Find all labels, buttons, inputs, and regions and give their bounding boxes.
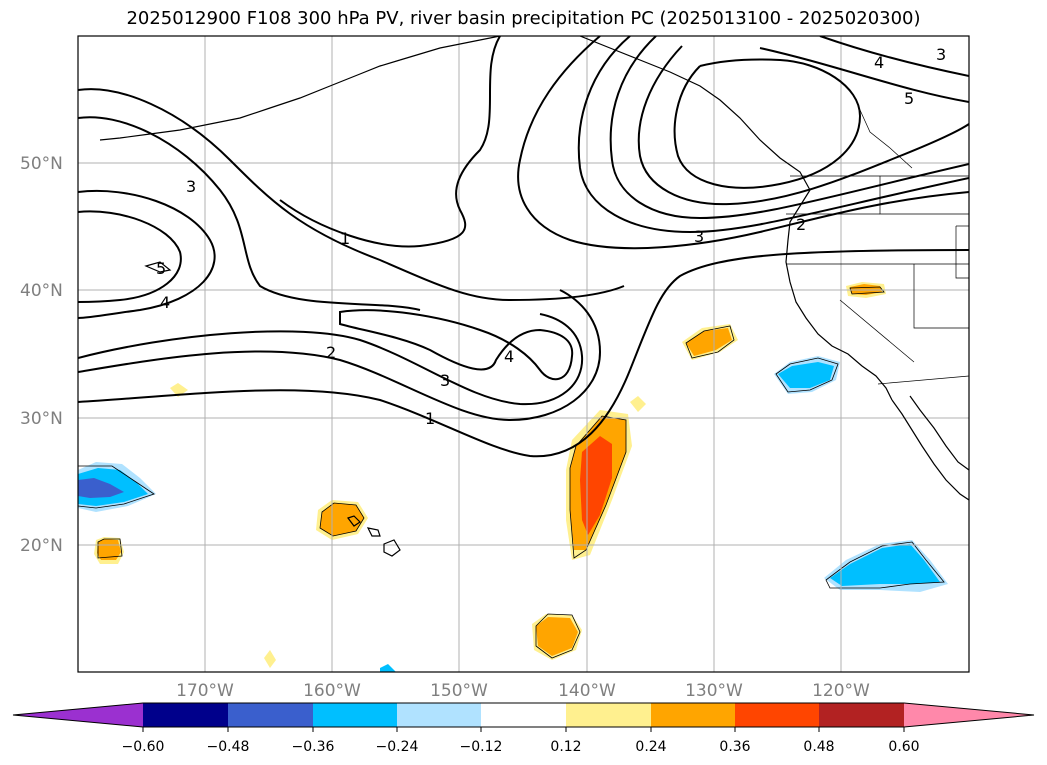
contour-label: 3 [936, 45, 946, 64]
lon-label: 170°W [176, 681, 234, 701]
contour-label: 4 [874, 53, 884, 72]
pv-contour-1 [78, 249, 969, 458]
colorbar-tick-label: −0.60 [122, 739, 165, 755]
map-title: 2025012900 F108 300 hPa PV, river basin … [126, 8, 921, 29]
alaska-panhandle-coast [579, 36, 811, 191]
colorbar-tick-label: −0.48 [207, 739, 250, 755]
colorbar-segment [819, 703, 904, 727]
contour-label: 3 [186, 177, 196, 196]
colorbar-segment [651, 703, 735, 727]
lon-label: 120°W [812, 681, 870, 701]
contour-label: 4 [504, 347, 514, 366]
contour-label: 5 [156, 259, 166, 278]
lat-label: 20°N [20, 536, 63, 556]
colorbar-tick-label: −0.24 [376, 739, 419, 755]
contour-label: 2 [326, 343, 336, 362]
lat-label: 30°N [20, 409, 63, 429]
colorbar-tick-label: 0.48 [803, 739, 834, 755]
contour-label: 3 [694, 227, 704, 246]
pv-contour-ridge-3 [609, 36, 969, 220]
pv-contour-ridge-5 [673, 58, 862, 189]
pv-contour-3 [78, 313, 584, 406]
pv-contour-ridge-1 [517, 36, 969, 250]
graticule [78, 36, 969, 672]
contour-label: 5 [904, 89, 914, 108]
colorbar-segment [397, 703, 481, 727]
pv-contour-ne-4 [819, 36, 969, 77]
contour-label: 1 [340, 229, 350, 248]
pv-contour-4-inner [339, 309, 574, 381]
lon-label: 160°W [303, 681, 361, 701]
contour-label: 4 [160, 293, 170, 312]
pv-contour-2 [78, 289, 602, 422]
colorbar-tick-label: −0.36 [292, 739, 335, 755]
pv-contour-1-north [78, 88, 625, 302]
baja-california [891, 399, 969, 501]
map-area: 1 1 2 2 3 3 3 4 4 4 5 5 3 [78, 36, 969, 672]
colorbar-segment [143, 703, 228, 727]
colorbar: −0.60 −0.48 −0.36 −0.24 −0.12 0.12 0.24 … [12, 702, 1035, 755]
aleutian-islands [99, 59, 401, 141]
contour-label: 3 [440, 371, 450, 390]
colorbar-tick-labels: −0.60 −0.48 −0.36 −0.24 −0.12 0.12 0.24 … [122, 739, 920, 755]
longitude-labels: 170°W 160°W 150°W 140°W 130°W 120°W [176, 681, 870, 701]
contour-label: 2 [796, 215, 806, 234]
strong-anomaly-region-central [580, 436, 612, 535]
colorbar-segment [481, 703, 566, 727]
colorbar-tick-label: 0.60 [888, 739, 919, 755]
colorbar-min-extend [13, 703, 143, 727]
hawaii-islands [347, 515, 401, 557]
colorbar-segment [228, 703, 313, 727]
colorbar-tick-label: 0.12 [550, 739, 581, 755]
colorbar-max-extend [904, 703, 1034, 727]
pv-contour-labels: 1 1 2 2 3 3 3 4 4 4 5 5 3 [156, 45, 946, 428]
colorbar-segment [313, 703, 397, 727]
pv-contour-trough-1 [279, 36, 501, 248]
colorbar-tick-label: 0.24 [635, 739, 666, 755]
map-frame [77, 35, 970, 673]
pv-contour-ridge-2 [577, 36, 969, 234]
lat-label: 40°N [20, 281, 63, 301]
us-west-coast [785, 189, 893, 401]
pv-contours [78, 36, 969, 458]
pv-contour-2-north [78, 116, 421, 311]
coastlines [99, 36, 969, 557]
lon-label: 130°W [685, 681, 743, 701]
lat-label: 50°N [20, 154, 63, 174]
colorbar-segment [735, 703, 819, 727]
colorbar-tick-label: −0.12 [460, 739, 503, 755]
colorbar-tick-label: 0.36 [719, 739, 750, 755]
colorbar-segment [566, 703, 651, 727]
pv-contour-ridge-4 [637, 45, 969, 206]
contour-label: 1 [425, 409, 435, 428]
lon-label: 140°W [558, 681, 616, 701]
pv-contour-4-west [78, 210, 182, 303]
colorbar-ticks [142, 727, 905, 732]
latitude-labels: 50°N 40°N 30°N 20°N [20, 154, 63, 556]
lon-label: 150°W [430, 681, 488, 701]
pv-contour-ne-5 [759, 47, 969, 103]
pv-contour-3-west [78, 190, 216, 319]
